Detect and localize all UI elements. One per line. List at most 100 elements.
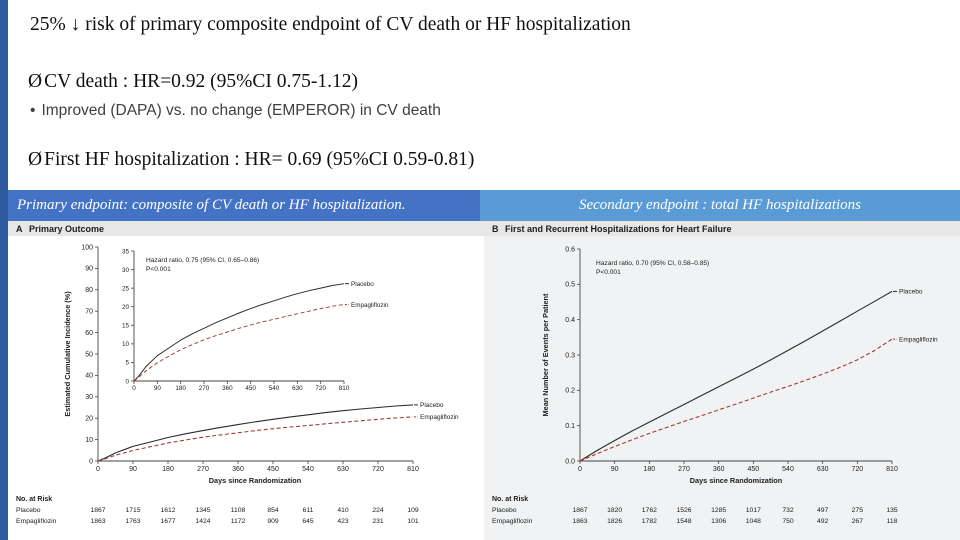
svg-text:10: 10 [122, 341, 130, 348]
svg-text:35: 35 [122, 248, 130, 255]
svg-text:275: 275 [852, 507, 864, 514]
svg-text:450: 450 [267, 466, 279, 473]
svg-text:750: 750 [782, 518, 794, 525]
svg-text:0.5: 0.5 [565, 282, 575, 289]
svg-text:Mean Number of Events per Pati: Mean Number of Events per Patient [541, 293, 550, 416]
svg-text:224: 224 [372, 507, 384, 514]
dot-bullet-icon: • [30, 102, 36, 119]
svg-text:492: 492 [817, 518, 829, 525]
svg-text:10: 10 [85, 437, 93, 444]
svg-text:90: 90 [129, 466, 137, 473]
svg-text:A: A [16, 224, 23, 234]
svg-text:270: 270 [197, 466, 209, 473]
svg-text:1048: 1048 [746, 518, 761, 525]
svg-text:B: B [492, 224, 499, 234]
svg-text:Days since Randomization: Days since Randomization [690, 476, 782, 485]
svg-text:30: 30 [85, 394, 93, 401]
svg-text:1108: 1108 [231, 507, 246, 514]
svg-text:0: 0 [96, 466, 100, 473]
bullet-hf-hospitalization-text: First HF hospitalization : HR= 0.69 (95%… [44, 149, 475, 170]
svg-text:P<0.001: P<0.001 [596, 269, 621, 276]
bullet-dapa-comparison-text: Improved (DAPA) vs. no change (EMPEROR) … [41, 102, 441, 119]
svg-text:810: 810 [886, 466, 898, 473]
svg-text:0.1: 0.1 [565, 423, 575, 430]
svg-text:180: 180 [162, 466, 174, 473]
svg-text:1172: 1172 [231, 518, 246, 525]
svg-text:1763: 1763 [125, 518, 140, 525]
svg-text:5: 5 [125, 360, 129, 367]
primary-endpoint-cell: Primary endpoint: composite of CV death … [8, 190, 480, 221]
svg-text:Primary Outcome: Primary Outcome [29, 224, 104, 234]
svg-text:1762: 1762 [642, 507, 657, 514]
svg-text:Empagliflozin: Empagliflozin [420, 414, 459, 421]
svg-text:1548: 1548 [676, 518, 691, 525]
svg-text:1345: 1345 [195, 507, 210, 514]
recurrent-hospitalizations-chart: B First and Recurrent Hospitalizations fo… [484, 221, 960, 540]
svg-text:1285: 1285 [711, 507, 726, 514]
svg-text:25: 25 [122, 285, 130, 292]
svg-text:Placebo: Placebo [899, 289, 923, 296]
svg-text:Empagliflozin: Empagliflozin [899, 336, 938, 343]
svg-text:360: 360 [222, 385, 233, 392]
svg-text:1017: 1017 [746, 507, 761, 514]
svg-text:20: 20 [122, 304, 130, 311]
svg-text:Days since Randomization: Days since Randomization [209, 476, 301, 485]
svg-text:100: 100 [81, 244, 93, 251]
endpoint-banner: Primary endpoint: composite of CV death … [8, 190, 960, 221]
svg-text:50: 50 [85, 351, 93, 358]
svg-text:1424: 1424 [195, 518, 210, 525]
svg-text:1526: 1526 [676, 507, 691, 514]
svg-text:1863: 1863 [90, 518, 105, 525]
svg-text:732: 732 [782, 507, 794, 514]
svg-text:630: 630 [817, 466, 829, 473]
svg-text:0: 0 [578, 466, 582, 473]
svg-text:0: 0 [125, 378, 129, 385]
svg-text:0.0: 0.0 [565, 458, 575, 465]
svg-text:P<0.001: P<0.001 [146, 266, 171, 273]
svg-text:1826: 1826 [607, 518, 622, 525]
svg-text:Placebo: Placebo [351, 281, 374, 288]
svg-text:60: 60 [85, 330, 93, 337]
bullet-cv-death: Ø CV death : HR=0.92 (95%CI 0.75-1.12) [28, 71, 358, 93]
svg-text:Placebo: Placebo [492, 507, 517, 514]
svg-text:410: 410 [337, 507, 349, 514]
svg-text:Placebo: Placebo [420, 402, 444, 409]
svg-text:0: 0 [132, 385, 136, 392]
svg-text:0.6: 0.6 [565, 246, 575, 253]
svg-text:118: 118 [887, 518, 898, 525]
svg-text:Hazard ratio, 0.70 (95% CI, 0.: Hazard ratio, 0.70 (95% CI, 0.58–0.85) [596, 260, 709, 267]
arrow-bullet-icon: Ø [28, 71, 43, 92]
svg-text:First and Recurrent Hospitaliz: First and Recurrent Hospitalizations for… [505, 224, 732, 234]
svg-text:645: 645 [302, 518, 314, 525]
svg-text:20: 20 [85, 416, 93, 423]
svg-text:80: 80 [85, 287, 93, 294]
svg-text:270: 270 [199, 385, 210, 392]
svg-text:0.2: 0.2 [565, 388, 575, 395]
svg-text:Empagliflozin: Empagliflozin [16, 518, 57, 525]
svg-text:1677: 1677 [160, 518, 175, 525]
svg-text:109: 109 [407, 507, 419, 514]
svg-text:611: 611 [303, 507, 314, 514]
svg-text:No. at Risk: No. at Risk [492, 496, 528, 503]
svg-text:423: 423 [337, 518, 349, 525]
svg-text:180: 180 [175, 385, 186, 392]
svg-text:1612: 1612 [160, 507, 175, 514]
svg-text:720: 720 [372, 466, 384, 473]
svg-text:231: 231 [372, 518, 384, 525]
svg-text:90: 90 [611, 466, 619, 473]
svg-text:810: 810 [339, 385, 350, 392]
svg-text:450: 450 [747, 466, 759, 473]
svg-text:360: 360 [713, 466, 725, 473]
svg-text:1820: 1820 [607, 507, 622, 514]
svg-text:1867: 1867 [90, 507, 105, 514]
svg-text:1306: 1306 [711, 518, 726, 525]
secondary-endpoint-cell: Secondary endpoint : total HF hospitaliz… [480, 190, 960, 221]
svg-text:Placebo: Placebo [16, 507, 41, 514]
svg-text:854: 854 [267, 507, 279, 514]
svg-text:Empagliflozin: Empagliflozin [351, 302, 389, 309]
svg-text:30: 30 [122, 267, 130, 274]
svg-text:40: 40 [85, 373, 93, 380]
svg-text:0.3: 0.3 [565, 352, 575, 359]
